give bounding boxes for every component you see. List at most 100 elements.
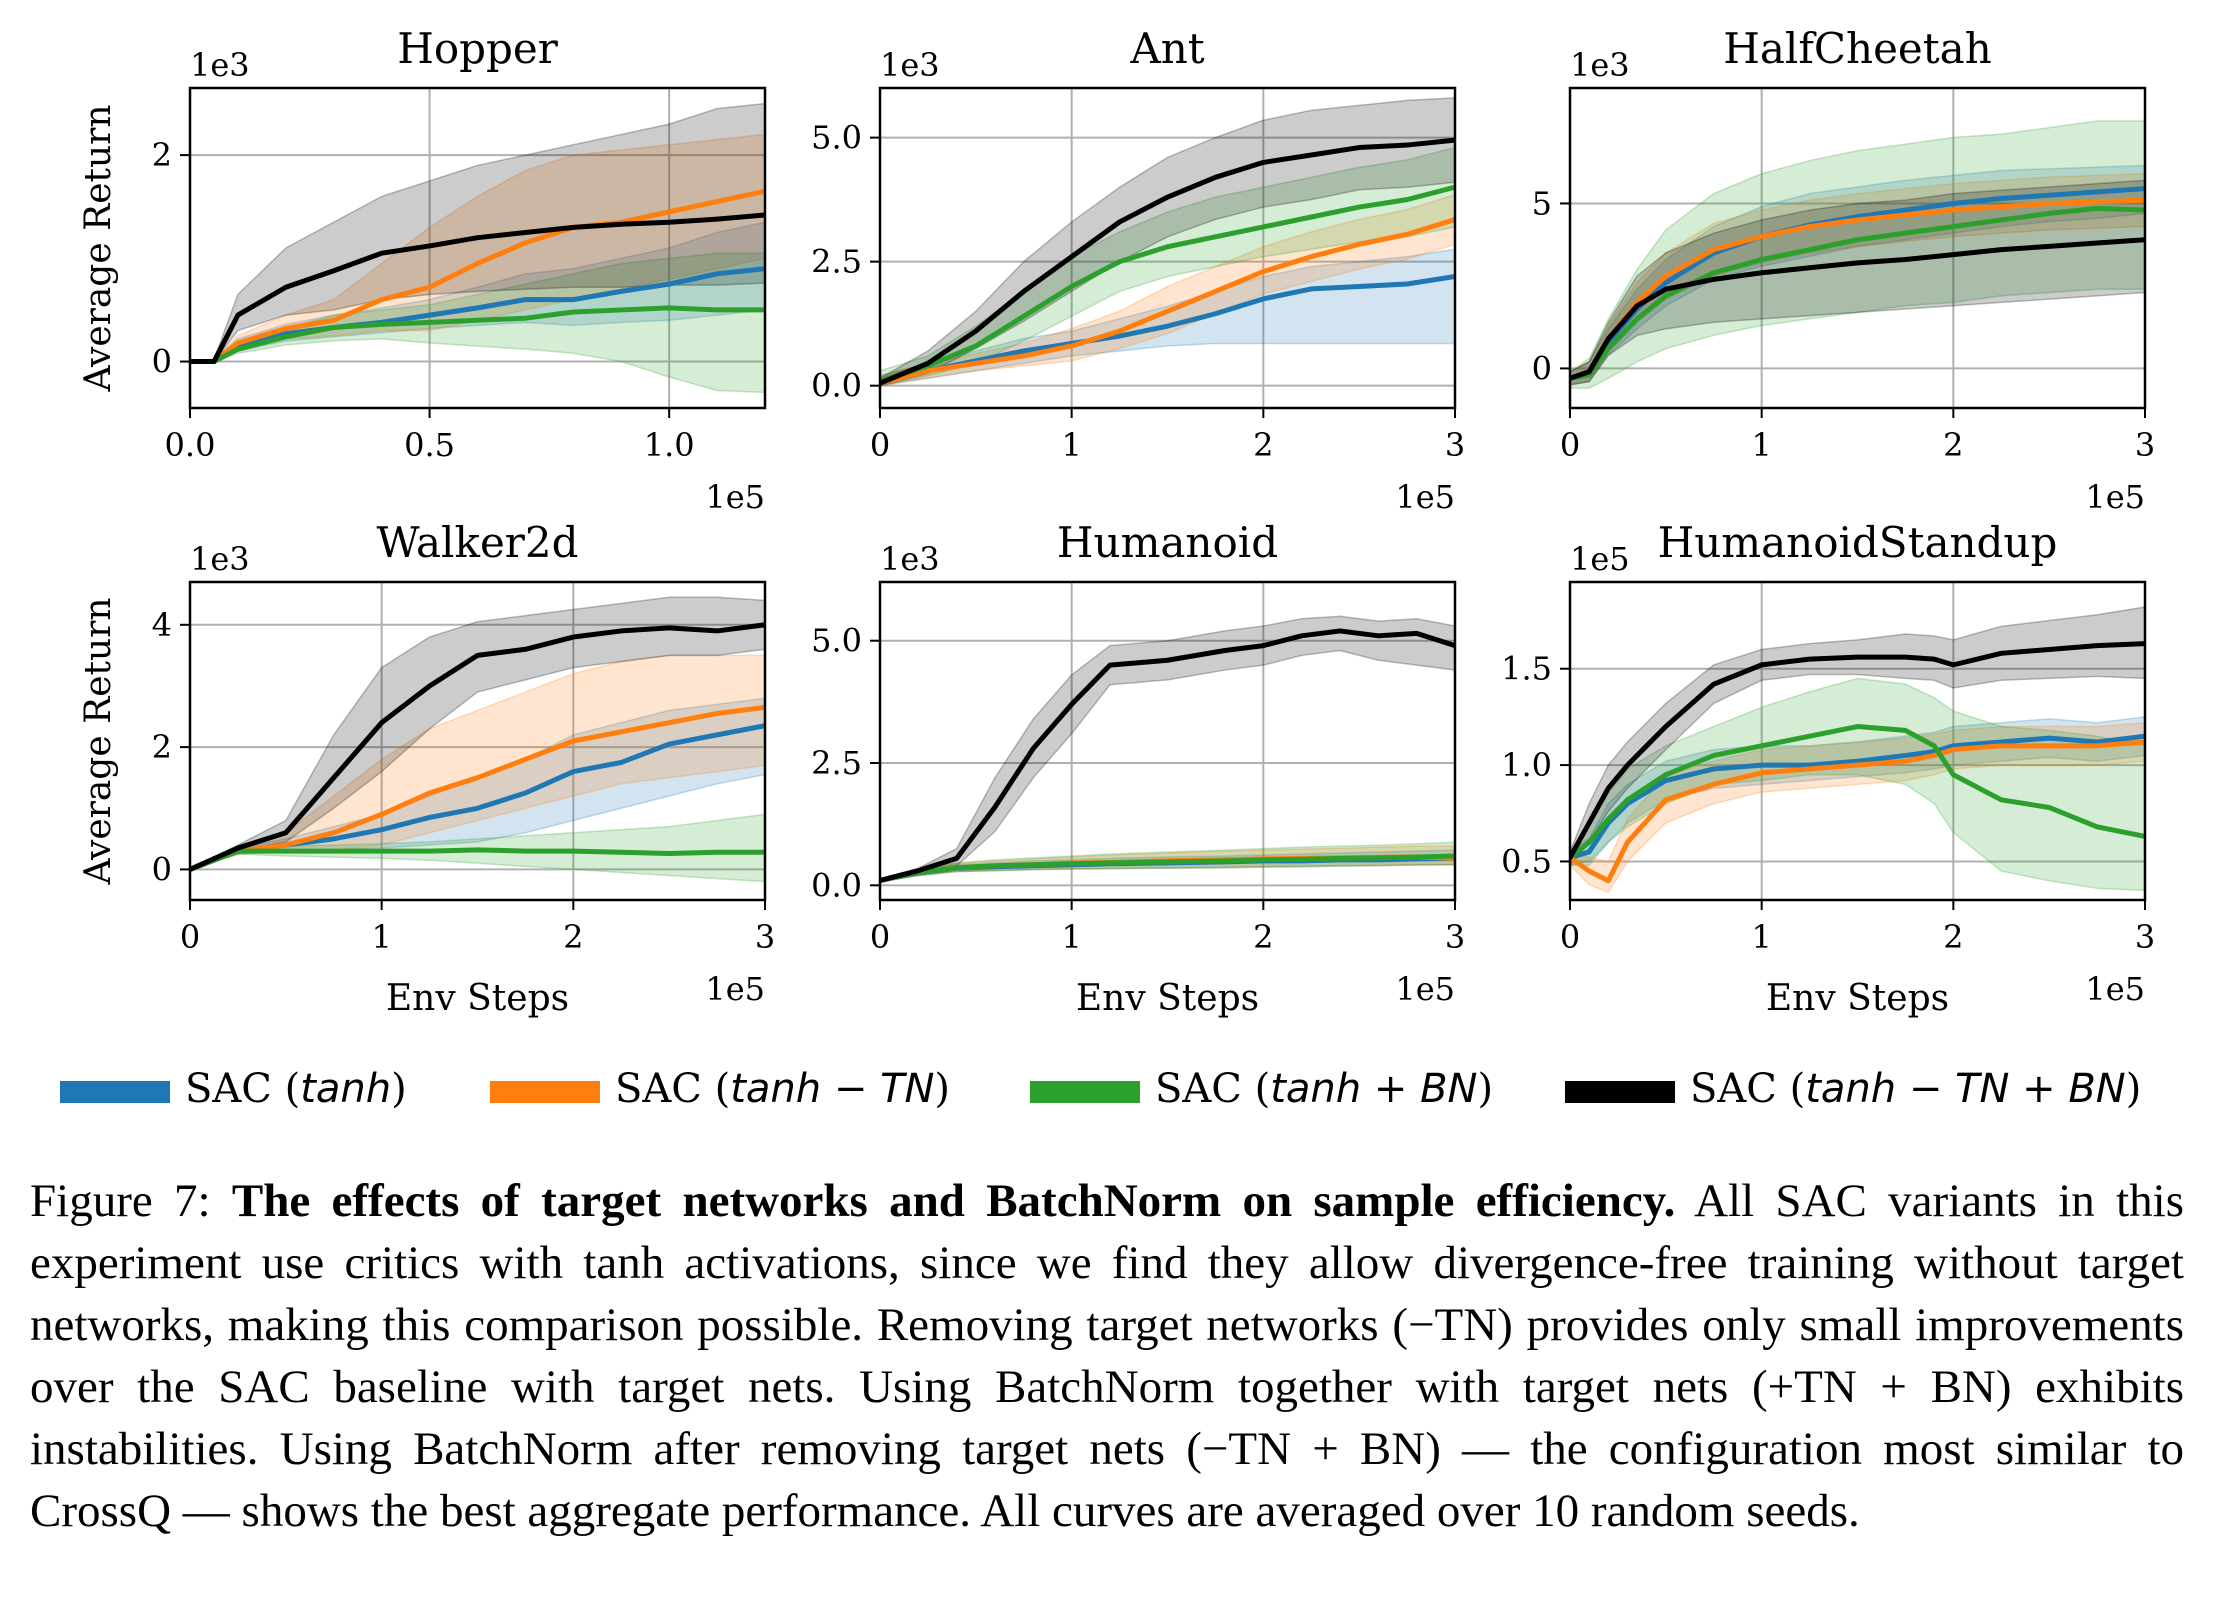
x-tick-label: 0 [870, 426, 890, 464]
x-tick-label: 1.0 [644, 426, 695, 464]
legend-label: SAC (tanh + BN) [1155, 1066, 1494, 1112]
plot-area [1570, 606, 2145, 894]
legend: SAC (tanh) SAC (tanh − TN) SAC (tanh + BN)… [0, 1060, 2214, 1120]
confidence-band [1570, 120, 2145, 389]
x-tick-label: 3 [2135, 918, 2155, 956]
x-tick-label: 3 [1445, 918, 1465, 956]
series-line [880, 216, 1455, 386]
y-tick-label: 0.0 [811, 367, 862, 405]
x-axis-label: Env Steps [1766, 978, 1949, 1019]
figure-caption: Figure 7: The effects of target networks… [30, 1170, 2184, 1542]
legend-swatch [1030, 1081, 1140, 1103]
confidence-band [880, 193, 1455, 387]
axes-frame [188, 580, 767, 902]
y-tick-label: 0.0 [811, 866, 862, 904]
x-tick-label: 0 [870, 918, 890, 956]
x-scale-label: 1e5 [705, 478, 765, 516]
series-line [190, 622, 765, 872]
series-line [190, 847, 765, 872]
y-scale-label: 1e3 [190, 540, 250, 578]
plot-area [880, 615, 1455, 883]
y-scale-label: 1e3 [880, 540, 940, 578]
x-tick-label: 1 [1061, 918, 1081, 956]
plot-area [190, 596, 765, 883]
x-scale-label: 1e5 [1395, 970, 1455, 1008]
series-line [880, 628, 1455, 883]
y-axis-label: Average Return [78, 104, 119, 392]
chart-title: Hopper [397, 24, 559, 73]
x-tick-label: 0 [180, 918, 200, 956]
confidence-band [880, 146, 1455, 387]
legend-label: SAC (tanh) [185, 1066, 407, 1112]
y-scale-label: 1e3 [190, 46, 250, 84]
x-scale-label: 1e5 [2085, 478, 2145, 516]
y-scale-label: 1e3 [1570, 46, 1630, 84]
series-line [880, 137, 1455, 386]
axes-frame [878, 86, 1457, 410]
axes-frame [878, 580, 1457, 902]
chart-title: HalfCheetah [1723, 24, 1992, 73]
plot-area [190, 102, 765, 394]
legend-swatch [60, 1081, 170, 1103]
chart-title: Walker2d [377, 518, 579, 567]
series-line [190, 188, 765, 365]
x-scale-label: 1e5 [705, 970, 765, 1008]
y-tick-label: 5 [1532, 184, 1552, 222]
y-tick-label: 2.5 [811, 744, 862, 782]
chart-title: Ant [1129, 24, 1204, 73]
series-line [190, 305, 765, 365]
chart-title: Humanoid [1057, 518, 1278, 567]
y-scale-label: 1e5 [1570, 540, 1630, 578]
series-line [190, 704, 765, 872]
series-line [190, 212, 765, 365]
x-tick-label: 2 [563, 918, 583, 956]
y-tick-label: 1.5 [1501, 650, 1552, 688]
x-scale-label: 1e5 [1395, 478, 1455, 516]
plot-area [880, 97, 1455, 387]
caption-text: All SAC variants in this experiment use … [30, 1175, 2185, 1537]
axes-frame [1568, 580, 2147, 902]
confidence-band [1570, 179, 2145, 386]
confidence-band [880, 615, 1455, 883]
x-tick-label: 0.5 [404, 426, 455, 464]
plot-area [1570, 120, 2145, 389]
x-axis-label: Env Steps [386, 978, 569, 1019]
legend-label: SAC (tanh − TN + BN) [1690, 1066, 2142, 1112]
x-tick-label: 2 [1943, 426, 1963, 464]
legend-swatch [1565, 1081, 1675, 1103]
confidence-band [1570, 721, 2145, 894]
y-scale-label: 1e3 [880, 46, 940, 84]
chart-panel: 0 1 2 3 0.5 1.0 1.5 HumanoidStandup 1e5 1e5 Env St… [1501, 518, 2155, 1019]
caption-bold: The effects of target networks and Batch… [231, 1175, 1676, 1227]
x-tick-label: 1 [1751, 426, 1771, 464]
confidence-band [190, 102, 765, 363]
legend-label: SAC (tanh − TN) [615, 1066, 951, 1112]
y-tick-label: 5.0 [811, 622, 862, 660]
y-tick-label: 1.0 [1501, 746, 1552, 784]
y-axis-label: Average Return [78, 597, 119, 885]
chart-panel: 0 1 2 3 0 2 4 Walker2d 1e3 1e5 Average Return Env S… [78, 518, 775, 1019]
figure-panels: 0.0 0.5 1.0 0 2 Hopper 1e3 1e5 Average Return 0 1 2… [78, 24, 2156, 1019]
y-tick-label: 2.5 [811, 243, 862, 281]
confidence-band [190, 133, 765, 363]
caption-label: Figure 7: [30, 1175, 211, 1227]
axes-frame [188, 86, 767, 410]
chart-panel: 0 1 2 3 0 5 HalfCheetah 1e3 1e5 [1532, 24, 2156, 516]
series-line [1570, 733, 2145, 861]
x-tick-label: 3 [1445, 426, 1465, 464]
x-tick-label: 2 [1253, 426, 1273, 464]
y-tick-label: 2 [152, 136, 172, 174]
axes-frame [1568, 86, 2147, 410]
x-tick-label: 0.0 [165, 426, 216, 464]
series-line [880, 184, 1455, 384]
series-line [1570, 641, 2145, 861]
series-line [1570, 739, 2145, 884]
y-tick-label: 0 [152, 850, 172, 888]
confidence-band [190, 654, 765, 871]
x-tick-label: 1 [1751, 918, 1771, 956]
x-tick-label: 1 [371, 918, 391, 956]
confidence-band [1570, 173, 2145, 386]
x-tick-label: 3 [755, 918, 775, 956]
chart-panel: 0 1 2 3 0.0 2.5 5.0 Ant 1e3 1e5 [811, 24, 1465, 516]
series-line [1570, 237, 2145, 381]
